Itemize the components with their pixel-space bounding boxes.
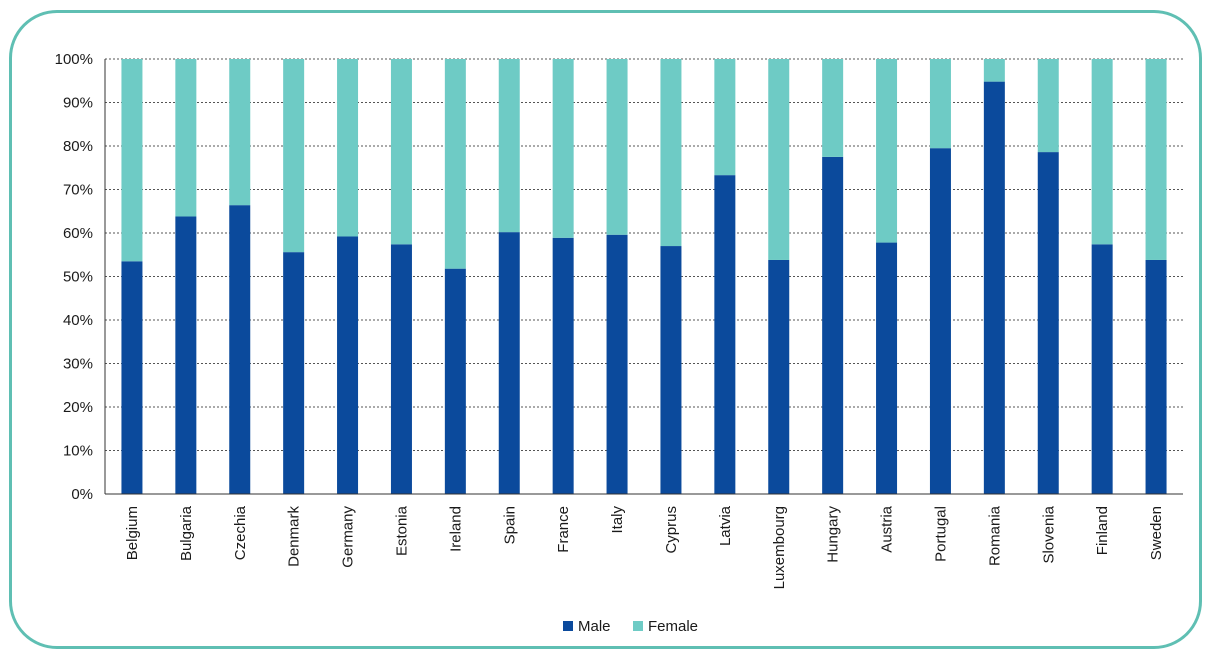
bar-female-czechia [229, 59, 251, 206]
bar-male-czechia [229, 205, 251, 494]
legend-swatch-male [563, 621, 573, 631]
legend-label-male: Male [578, 618, 611, 635]
bar-female-denmark [283, 59, 305, 253]
x-tick-label: Latvia [717, 505, 734, 546]
y-tick-label: 60% [63, 225, 93, 242]
x-tick-label: Ireland [447, 506, 464, 552]
bar-male-austria [876, 242, 898, 494]
bar-male-romania [983, 81, 1005, 495]
bar-male-belgium [121, 261, 143, 494]
bar-female-portugal [929, 59, 951, 149]
x-tick-labels: Belgium Bulgaria Czechia Denmark Germany Esto… [124, 505, 1165, 589]
bar-male-hungary [822, 156, 844, 494]
x-tick-label: Czechia [232, 505, 249, 560]
bar-female-ireland [444, 59, 466, 269]
bar-male-portugal [929, 148, 951, 495]
bar-female-luxembourg [768, 59, 790, 260]
x-tick-label: Austria [879, 505, 896, 552]
bar-female-latvia [714, 59, 736, 176]
bar-female-austria [876, 59, 898, 243]
bar-male-luxembourg [768, 259, 790, 494]
bar-male-bulgaria [175, 216, 197, 494]
y-tick-label: 50% [63, 269, 93, 286]
x-tick-label: Finland [1094, 506, 1111, 555]
legend: Male Female [563, 618, 698, 635]
y-tick-label: 80% [63, 138, 93, 155]
bar-female-sweden [1145, 59, 1167, 260]
x-tick-label: Sweden [1148, 506, 1165, 560]
bar-female-belgium [121, 59, 143, 262]
bar-male-spain [498, 232, 520, 494]
axes [104, 59, 1183, 495]
y-tick-label: 20% [63, 399, 93, 416]
bar-female-romania [983, 59, 1005, 82]
y-tick-label: 30% [63, 356, 93, 373]
bar-female-italy [606, 59, 628, 235]
bar-male-latvia [714, 175, 736, 494]
x-tick-label: Slovenia [1040, 505, 1057, 563]
x-tick-label: Luxembourg [771, 506, 788, 589]
bar-male-estonia [390, 244, 412, 494]
bar-male-france [552, 237, 574, 494]
x-tick-label: Hungary [825, 506, 842, 563]
x-tick-label: Germany [340, 506, 357, 568]
y-tick-label: 40% [63, 312, 93, 329]
x-tick-label: Italy [609, 506, 626, 534]
x-tick-label: Portugal [932, 506, 949, 562]
bar-male-slovenia [1037, 152, 1059, 494]
bar-female-france [552, 59, 574, 238]
y-tick-label: 10% [63, 443, 93, 460]
bar-female-spain [498, 59, 520, 233]
legend-label-female: Female [648, 618, 698, 635]
x-tick-label: Bulgaria [178, 505, 195, 561]
x-tick-label: Cyprus [663, 506, 680, 554]
y-tick-label: 70% [63, 182, 93, 199]
bar-female-cyprus [660, 59, 682, 247]
gridlines [105, 58, 1183, 451]
x-tick-label: France [555, 506, 572, 553]
y-tick-label: 0% [71, 486, 93, 503]
bar-male-sweden [1145, 259, 1167, 494]
bar-male-finland [1091, 244, 1113, 494]
legend-swatch-female [633, 621, 643, 631]
x-tick-label: Denmark [286, 506, 303, 567]
bar-female-estonia [390, 59, 412, 245]
bar-female-finland [1091, 59, 1113, 245]
bar-male-italy [606, 234, 628, 495]
x-tick-label: Belgium [124, 506, 141, 560]
bar-female-bulgaria [175, 59, 197, 217]
bar-male-ireland [444, 268, 466, 494]
bars [121, 59, 1167, 495]
x-tick-label: Spain [501, 506, 518, 544]
bar-male-denmark [283, 252, 305, 494]
y-tick-label: 100% [55, 51, 93, 68]
bar-female-germany [337, 59, 359, 237]
bar-female-slovenia [1037, 59, 1059, 153]
bar-male-cyprus [660, 246, 682, 494]
x-tick-label: Romania [986, 505, 1003, 566]
y-tick-labels: 0% 10% 20% 30% 40% 50% 60% 70% 80% 90% 100% [55, 51, 93, 503]
x-tick-label: Estonia [393, 505, 410, 556]
bar-female-hungary [822, 59, 844, 157]
bar-male-germany [337, 236, 359, 495]
y-tick-label: 90% [63, 95, 93, 112]
